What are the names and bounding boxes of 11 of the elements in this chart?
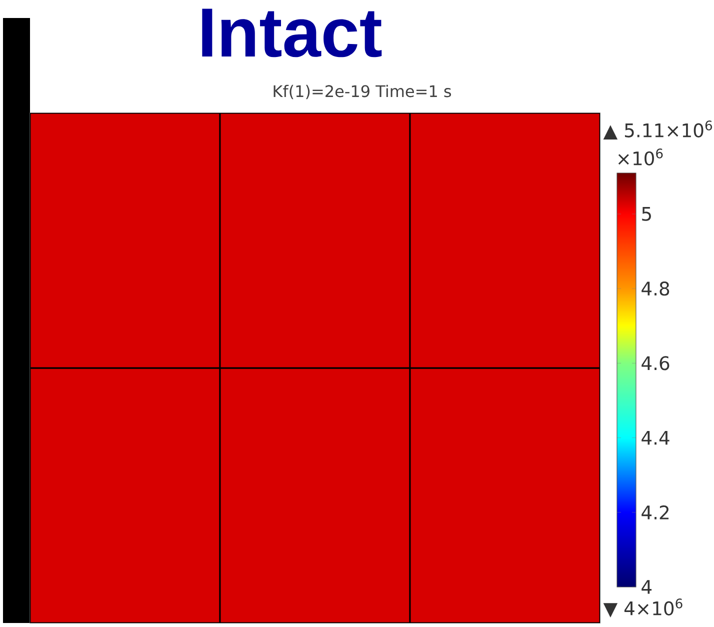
color-bar-label: 5 bbox=[642, 207, 651, 221]
color-bar-label: 4.8 bbox=[642, 282, 670, 296]
chart-title: Intact bbox=[202, 8, 382, 58]
text: ▼ 4×10$^{6}$ bbox=[603, 598, 682, 618]
chart-subtitle: Kf(1)=2e-19 Time=1 s bbox=[274, 84, 451, 100]
color-bar-label: 4.6 bbox=[642, 356, 670, 370]
color-bar-label: 4 bbox=[642, 580, 652, 594]
color-bar-title: ×10$^{6}$ bbox=[618, 148, 663, 166]
color-bar-label: 4.2 bbox=[642, 505, 669, 520]
text: ▲ 5.11×10$^{6}$ bbox=[603, 120, 712, 140]
color-bar-label: 4.4 bbox=[642, 430, 670, 445]
